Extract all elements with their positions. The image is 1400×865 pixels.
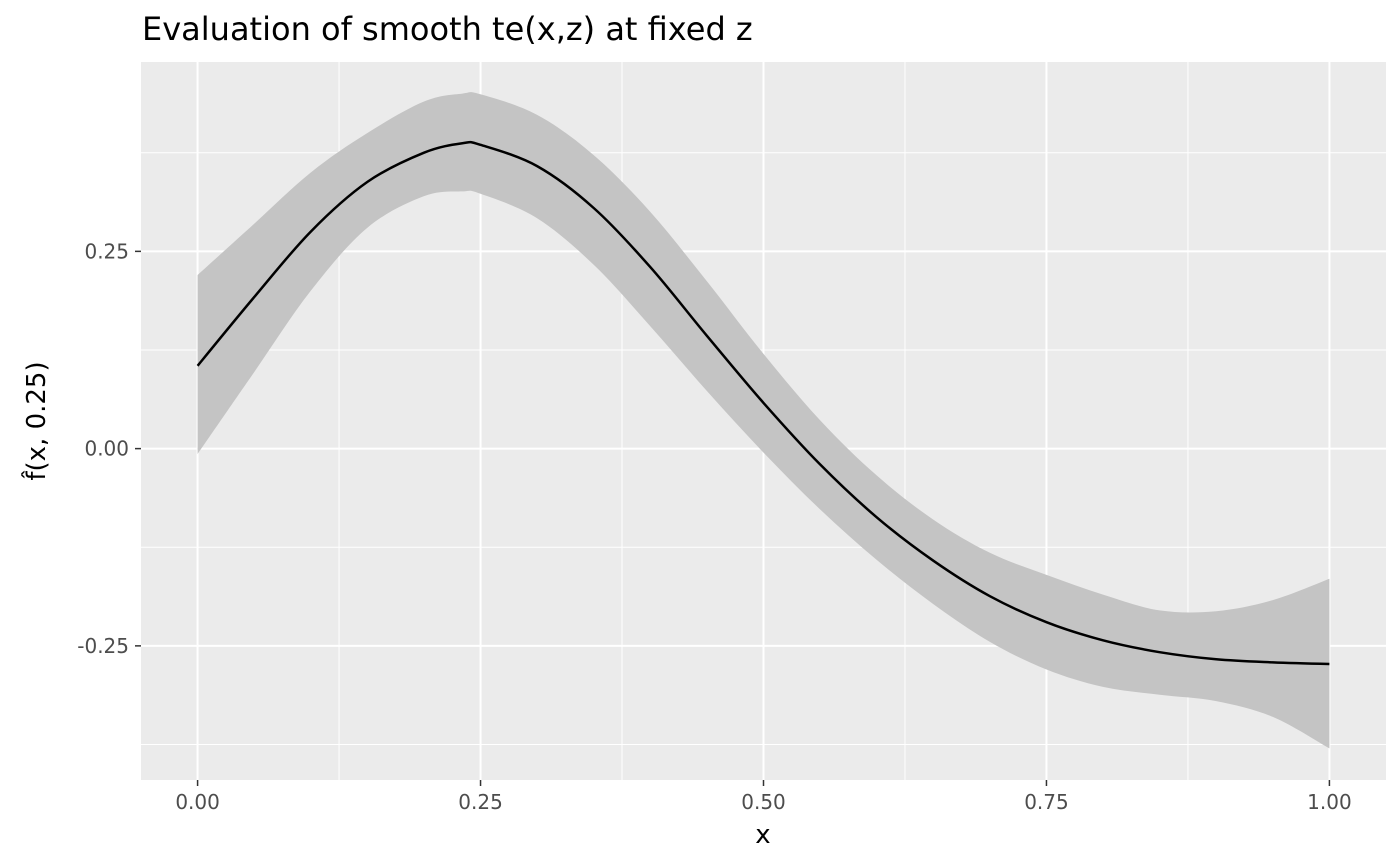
y-axis-title: f̂(x, 0.25) <box>20 361 52 480</box>
chart-title: Evaluation of smooth te(x,z) at fixed z <box>142 10 753 48</box>
y-tick-label: -0.25 <box>77 634 129 658</box>
x-tick-label: 0.25 <box>458 790 503 814</box>
x-tick-label: 0.50 <box>741 790 786 814</box>
y-tick-label: 0.00 <box>84 437 129 461</box>
smooth-curve <box>196 140 1330 666</box>
axes-layer: 0.00 0.25 0.50 0.75 1.00 -0.25 0.00 0.25 <box>77 239 1351 814</box>
x-axis-title: x <box>755 820 770 850</box>
confidence-band <box>197 92 1330 749</box>
x-tick-label: 0.00 <box>175 790 220 814</box>
x-tick-label: 1.00 <box>1307 790 1352 814</box>
y-tick-label: 0.25 <box>84 239 129 263</box>
x-tick-label: 0.75 <box>1024 790 1069 814</box>
